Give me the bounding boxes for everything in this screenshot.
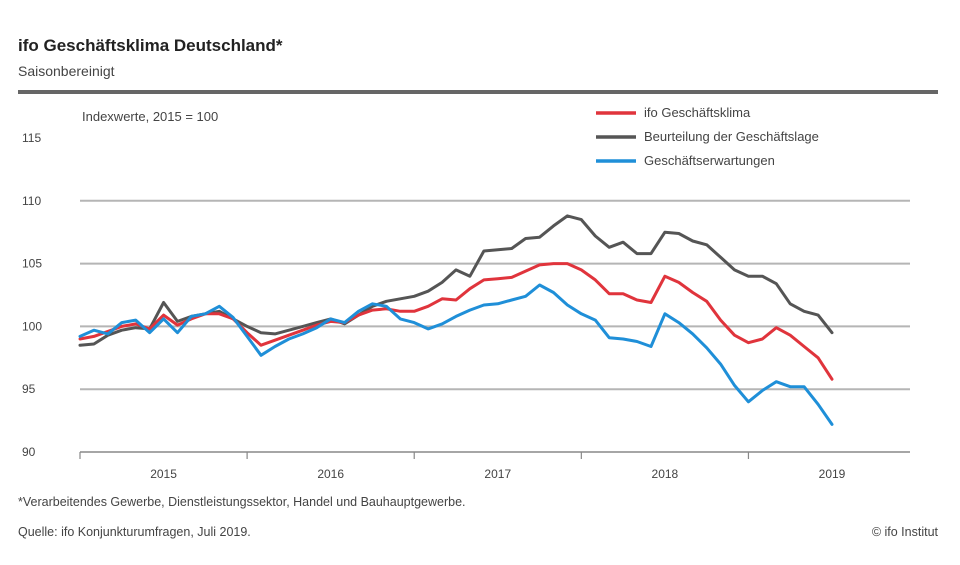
y-axis: 90 95 100 105 110 115 [22,131,42,459]
gridlines [80,199,910,391]
unit-label: Indexwerte, 2015 = 100 [82,109,218,124]
y-tick-label: 90 [22,445,36,459]
chart-title: ifo Geschäftsklima Deutschland* [18,36,283,55]
legend-label: Geschäftserwartungen [644,153,775,168]
x-axis: 2015 2016 2017 2018 2019 [79,451,910,481]
copyright-note: © ifo Institut [871,525,938,539]
legend-label: ifo Geschäftsklima [644,105,751,120]
y-tick-label: 105 [22,257,42,271]
chart-subtitle: Saisonbereinigt [18,63,115,79]
legend: ifo Geschäftsklima Beurteilung der Geschä… [596,105,819,168]
series-line [78,283,834,426]
series-lines [78,214,834,426]
x-tick-label: 2017 [484,467,511,481]
y-tick-label: 115 [22,131,41,145]
source-note: Quelle: ifo Konjunkturumfragen, Juli 201… [18,525,251,539]
header-rule [18,90,938,94]
x-tick-label: 2015 [150,467,177,481]
y-tick-label: 95 [22,382,36,396]
footnote: *Verarbeitendes Gewerbe, Dienstleistungs… [18,495,466,509]
x-tick-label: 2016 [317,467,344,481]
x-tick-label: 2018 [652,467,679,481]
legend-label: Beurteilung der Geschäftslage [644,129,819,144]
y-tick-label: 100 [22,319,42,333]
x-tick-label: 2019 [819,467,846,481]
y-tick-label: 110 [22,194,41,208]
